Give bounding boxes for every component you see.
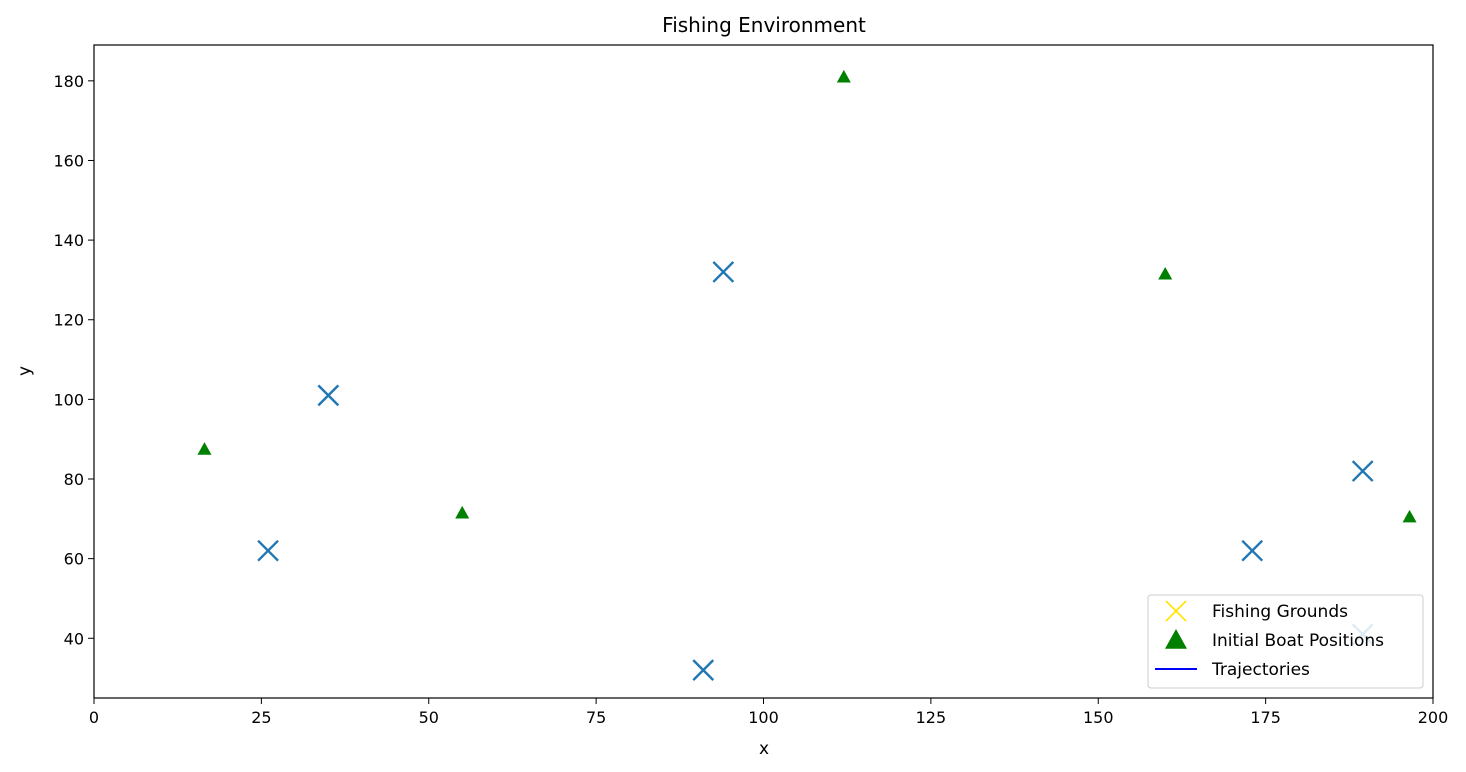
legend: Fishing Grounds Initial Boat Positions Tra… xyxy=(1147,594,1424,689)
y-axis: 40 60 80 100 120 140 160 180 xyxy=(53,72,94,648)
x-tick-label: 25 xyxy=(251,708,271,727)
y-tick-label: 40 xyxy=(64,629,84,648)
x-tick-label: 150 xyxy=(1083,708,1114,727)
boat-position-marker xyxy=(455,505,470,519)
fishing-ground-marker xyxy=(257,539,279,562)
legend-label: Fishing Grounds xyxy=(1212,602,1348,622)
legend-item: Initial Boat Positions xyxy=(1165,629,1384,651)
legend-item: Trajectories xyxy=(1155,660,1310,680)
boat-position-marker xyxy=(1158,266,1173,280)
x-tick-label: 75 xyxy=(586,708,606,727)
boat-position-marker xyxy=(197,442,212,455)
fishing-ground-marker xyxy=(712,261,735,283)
boat-position-marker xyxy=(1402,509,1417,523)
x-tick-label: 125 xyxy=(916,708,947,727)
x-tick-label: 175 xyxy=(1250,708,1281,727)
y-tick-label: 180 xyxy=(53,72,84,91)
x-tick-label: 100 xyxy=(748,708,779,727)
x-axis-label: x xyxy=(759,739,769,759)
chart-title: Fishing Environment xyxy=(662,13,866,37)
legend-item: Fishing Grounds xyxy=(1165,600,1348,622)
x-axis: 0 25 50 75 100 125 150 175 200 xyxy=(89,698,1448,727)
legend-label: Initial Boat Positions xyxy=(1212,631,1384,651)
y-tick-label: 120 xyxy=(53,311,84,330)
legend-x-marker-icon xyxy=(1165,600,1187,622)
y-tick-label: 160 xyxy=(53,151,84,170)
y-tick-label: 60 xyxy=(64,550,84,569)
y-tick-label: 80 xyxy=(64,470,84,489)
boat-position-marker xyxy=(836,69,851,83)
legend-label: Trajectories xyxy=(1211,660,1310,680)
y-axis-label: y xyxy=(15,366,35,376)
fishing-ground-marker xyxy=(1241,539,1264,562)
legend-triangle-icon xyxy=(1165,629,1187,649)
x-tick-label: 50 xyxy=(419,708,439,727)
y-tick-label: 100 xyxy=(53,390,84,409)
fishing-ground-marker xyxy=(1351,460,1374,482)
fishing-ground-marker xyxy=(692,659,715,681)
x-tick-label: 200 xyxy=(1418,708,1449,727)
y-tick-label: 140 xyxy=(53,231,84,250)
plot-area xyxy=(197,69,1417,681)
fishing-ground-marker xyxy=(317,384,340,407)
legend-box xyxy=(1147,594,1424,689)
x-tick-label: 0 xyxy=(89,708,99,727)
